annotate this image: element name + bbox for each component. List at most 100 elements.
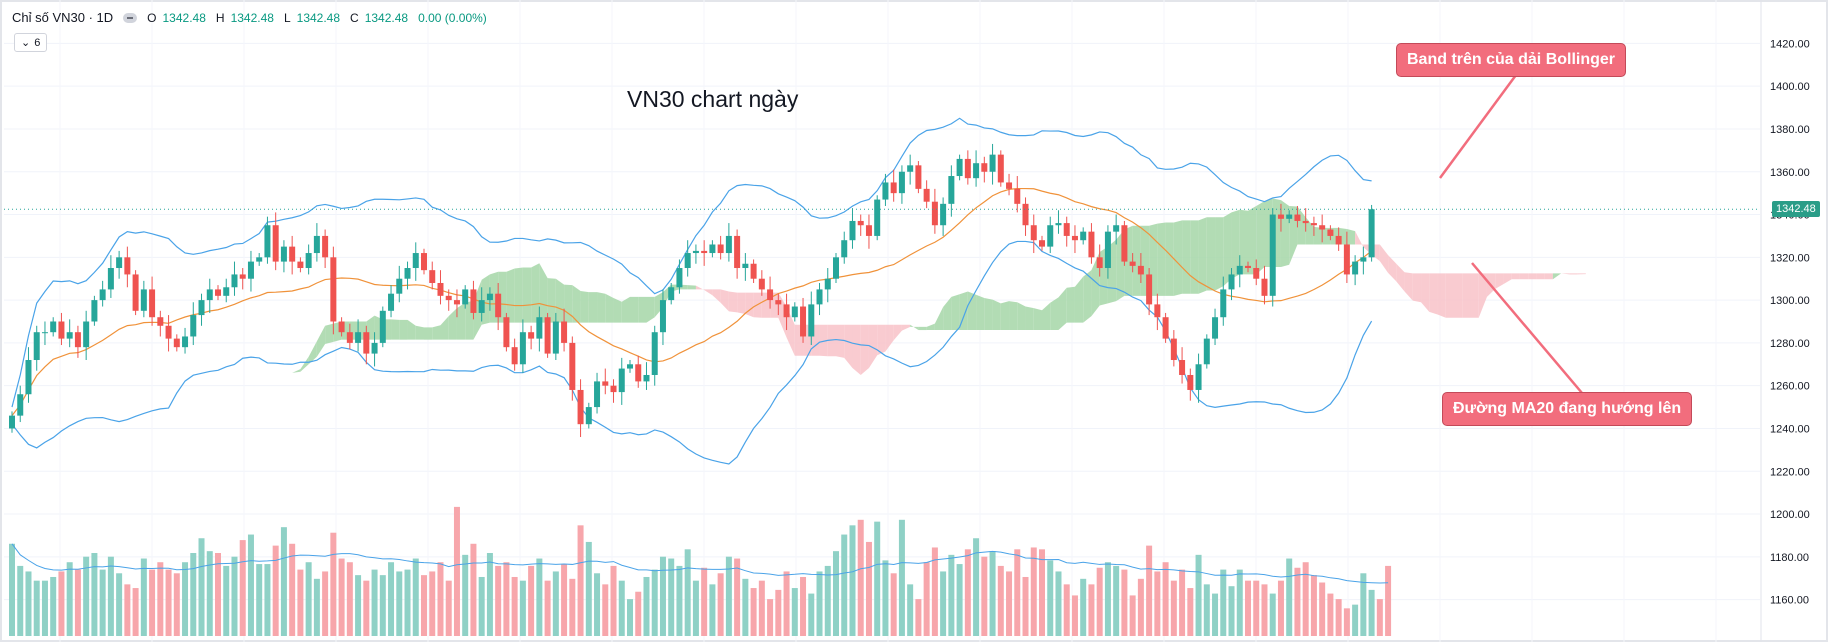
volume-bar — [849, 525, 856, 636]
candle-body — [1212, 317, 1219, 339]
candle-body — [635, 364, 642, 382]
volume-bar — [767, 599, 774, 636]
candle — [1294, 205, 1301, 228]
cloud-segment — [1503, 273, 1512, 285]
candle — [173, 334, 180, 352]
candle — [437, 270, 444, 305]
y-tick-label: 1360.00 — [1770, 167, 1810, 179]
volume-bar — [1129, 595, 1136, 636]
volume-bar — [931, 547, 938, 636]
indicators-toggle[interactable]: ⌄ 6 — [14, 33, 48, 52]
cloud-segment — [1009, 301, 1018, 331]
candle — [1319, 214, 1326, 243]
callout-upper-band[interactable]: Band trên của dải Bollinger — [1396, 43, 1627, 77]
open-value: 1342.48 — [162, 10, 206, 25]
candle — [783, 293, 790, 331]
cloud-segment — [531, 263, 540, 323]
cloud-segment — [926, 323, 935, 331]
candle — [1071, 225, 1078, 254]
candle — [1187, 368, 1194, 401]
cloud-segment — [432, 325, 441, 340]
candle — [1137, 253, 1144, 283]
candle-body — [882, 182, 889, 200]
candle — [486, 287, 493, 311]
candle — [1179, 347, 1186, 384]
candle — [355, 319, 362, 352]
symbol-label[interactable]: Chỉ số VN30 · 1D — [12, 10, 114, 25]
candle-body — [9, 415, 15, 429]
ma20-line — [11, 187, 1372, 416]
candle — [33, 325, 40, 371]
cloud-segment — [836, 324, 845, 358]
candle-body — [124, 257, 131, 275]
volume-bar — [1170, 580, 1177, 636]
volume-bar — [165, 569, 172, 636]
volume-bar — [742, 578, 749, 636]
volume-bar — [182, 562, 189, 636]
candle — [91, 295, 98, 326]
cloud-segment — [473, 279, 482, 340]
volume-bar — [1195, 554, 1202, 636]
candle — [1154, 293, 1161, 331]
candle-body — [1055, 223, 1062, 226]
volume-bar — [1104, 562, 1111, 636]
candle — [313, 223, 320, 262]
candle — [388, 285, 395, 318]
candle-body — [462, 289, 469, 305]
volume-bar — [651, 569, 658, 636]
volume-bar — [124, 584, 131, 636]
candle — [775, 293, 782, 316]
candle — [618, 357, 625, 405]
cloud-segment — [1256, 201, 1265, 275]
cloud-segment — [984, 297, 993, 331]
candle-body — [1071, 235, 1078, 241]
volume-bar — [462, 554, 469, 636]
candle-body — [1269, 214, 1276, 296]
volume-bar — [289, 543, 296, 636]
callout-ma20[interactable]: Đường MA20 đang hướng lên — [1442, 392, 1693, 426]
candle-body — [940, 203, 947, 226]
volume-bar — [1286, 558, 1293, 636]
volume-bar — [239, 540, 246, 636]
price-axis: 1420.001400.001380.001360.001340.001320.… — [1770, 38, 1810, 606]
cloud-segment — [1470, 273, 1479, 318]
candle-body — [1121, 225, 1128, 262]
volume-bar — [1319, 582, 1326, 636]
candle-body — [91, 300, 98, 322]
bollinger-lower-band — [11, 240, 1373, 465]
candle — [816, 282, 823, 316]
cloud-segment — [1379, 244, 1389, 273]
volume-bar — [74, 569, 81, 636]
volume-bar — [379, 575, 386, 636]
candle-body — [1286, 214, 1293, 219]
candle-body — [495, 293, 502, 318]
candle — [124, 246, 131, 288]
volume-bar — [610, 565, 617, 636]
candle — [289, 235, 296, 275]
volume-bar — [264, 564, 271, 636]
candle-body — [346, 332, 353, 343]
volume-bar — [544, 580, 551, 636]
cloud-segment — [893, 324, 902, 341]
volume-bar — [627, 599, 633, 636]
volume-bar — [149, 569, 156, 636]
eye-icon[interactable] — [123, 12, 138, 23]
candle — [940, 197, 947, 236]
volume-bar — [140, 558, 147, 636]
candle — [107, 255, 114, 298]
cloud-segment — [646, 296, 655, 323]
cloud-segment — [564, 284, 573, 323]
volume-bar — [1343, 608, 1350, 636]
volume-bar — [833, 551, 839, 636]
cloud-segment — [580, 291, 589, 323]
candle-body — [717, 244, 724, 254]
volume-bar — [1055, 571, 1062, 636]
candle-body — [1335, 235, 1342, 245]
candle — [140, 280, 147, 318]
candle — [1261, 265, 1268, 305]
candle-body — [17, 394, 24, 416]
candle — [453, 289, 460, 318]
candle — [1253, 259, 1260, 286]
cloud-segment — [1421, 273, 1430, 312]
